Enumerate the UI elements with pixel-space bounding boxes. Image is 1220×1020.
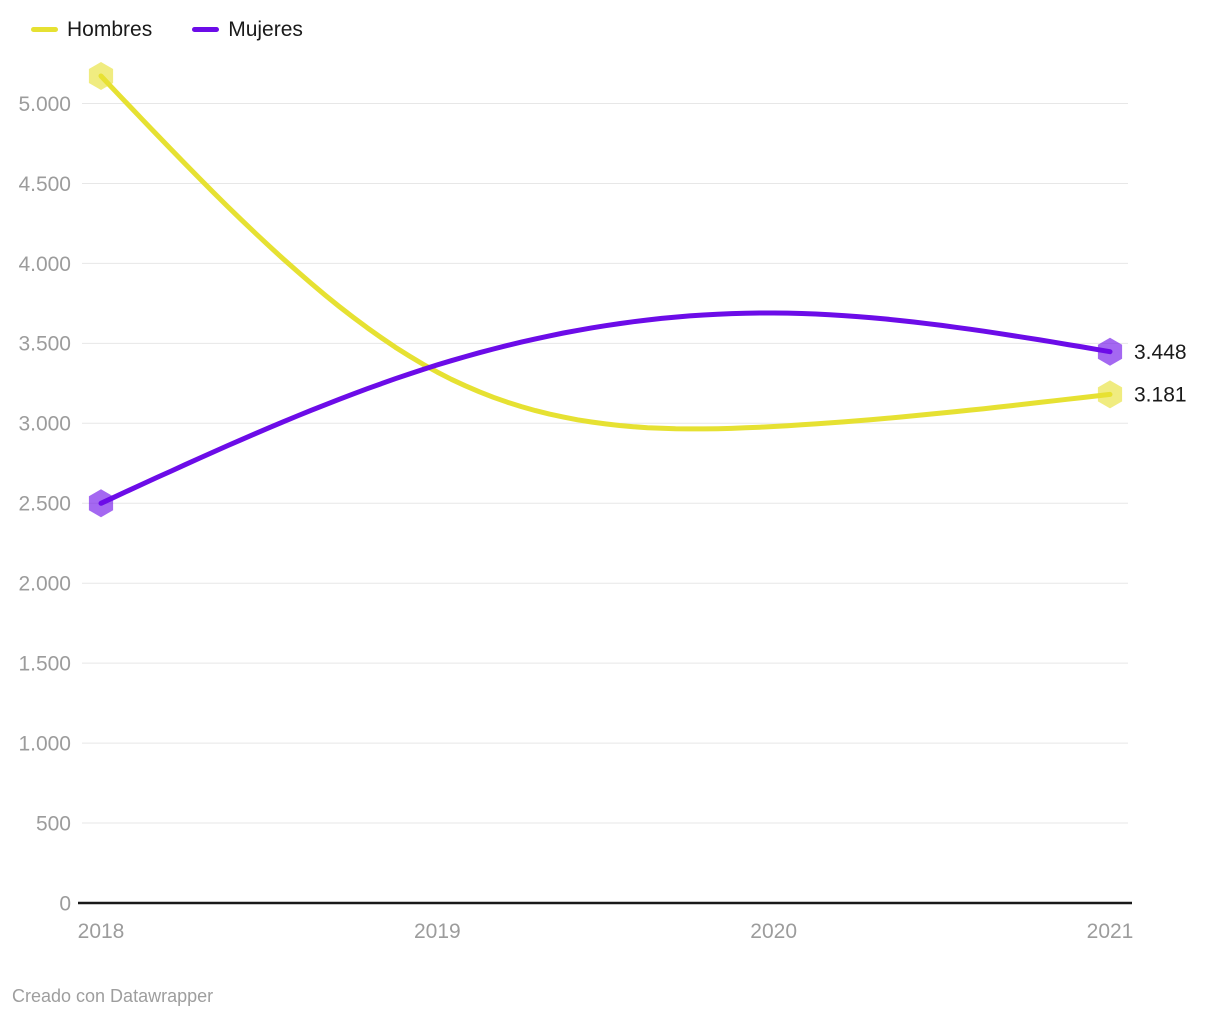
point-marker-mujeres[interactable] [1097, 337, 1123, 366]
legend-item-mujeres[interactable]: Mujeres [192, 19, 303, 40]
x-tick-label: 2018 [78, 920, 125, 943]
x-tick-label: 2021 [1087, 920, 1134, 943]
point-marker-mujeres[interactable] [88, 489, 114, 518]
legend-swatch-hombres-icon [31, 27, 58, 32]
legend-swatch-mujeres-icon [192, 27, 220, 32]
line-series-mujeres [98, 310, 1113, 506]
point-marker-hombres[interactable] [1097, 380, 1123, 409]
y-tick-label: 3.500 [18, 333, 71, 356]
x-tick-label: 2020 [750, 920, 797, 943]
line-series-hombres [98, 73, 1113, 432]
value-label-hombres: 3.181 [1134, 384, 1187, 407]
value-label-mujeres: 3.448 [1134, 341, 1187, 364]
chart-legend: Hombres Mujeres [31, 19, 303, 40]
y-tick-label: 5.000 [18, 93, 71, 116]
point-marker-hombres[interactable] [88, 62, 114, 90]
y-tick-label: 2.000 [18, 573, 71, 596]
y-tick-label: 3.000 [18, 413, 71, 436]
credit-text: Creado con Datawrapper [12, 986, 214, 1006]
y-tick-label: 1.000 [18, 732, 71, 755]
legend-item-hombres[interactable]: Hombres [31, 19, 152, 40]
legend-label-mujeres: Mujeres [228, 18, 303, 41]
credit-line: Creado con Datawrapper [12, 986, 213, 1007]
y-tick-label: 4.500 [18, 173, 71, 196]
x-tick-label: 2019 [414, 920, 461, 943]
y-tick-label: 500 [36, 812, 71, 835]
y-tick-label: 4.000 [18, 253, 71, 276]
legend-label-hombres: Hombres [67, 18, 153, 41]
y-tick-label: 2.500 [18, 493, 71, 516]
y-tick-label: 0 [59, 892, 71, 915]
y-tick-label: 1.500 [18, 653, 71, 676]
